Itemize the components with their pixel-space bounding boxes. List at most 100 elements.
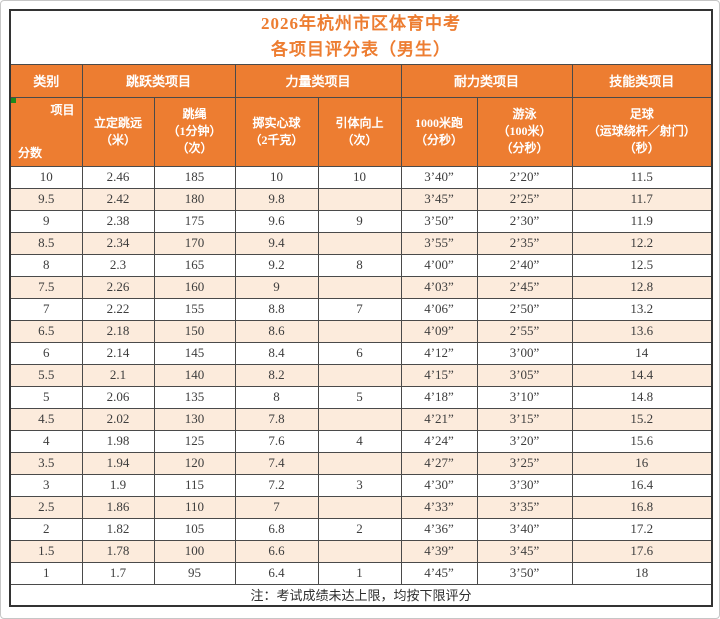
value-cell: 2	[317, 517, 402, 541]
value-cell: 8.8	[234, 297, 319, 321]
value-cell: 3’00”	[476, 341, 573, 365]
value-cell: 9.2	[234, 253, 319, 277]
value-cell: 115	[153, 473, 236, 497]
score-cell: 3	[9, 473, 83, 497]
value-cell: 11.9	[571, 209, 713, 233]
value-cell: 12.2	[571, 231, 713, 255]
header-1000m-run: 1000米跑 （分秒）	[400, 96, 478, 167]
score-cell: 9	[9, 209, 83, 233]
value-cell: 160	[153, 275, 236, 299]
score-cell: 8.5	[9, 231, 83, 255]
value-cell: 6.8	[234, 517, 319, 541]
value-cell: 18	[571, 561, 713, 585]
value-cell: 2.1	[81, 363, 155, 387]
value-cell: 14.8	[571, 385, 713, 409]
value-cell: 6.4	[234, 561, 319, 585]
value-cell: 145	[153, 341, 236, 365]
value-cell: 2’40”	[476, 253, 573, 277]
value-cell: 9	[317, 209, 402, 233]
value-cell: 14.4	[571, 363, 713, 387]
value-cell: 16	[571, 451, 713, 475]
value-cell: 4’06”	[400, 297, 478, 321]
value-cell: 2.3	[81, 253, 155, 277]
value-cell: 1.82	[81, 517, 155, 541]
value-cell: 8	[317, 253, 402, 277]
value-cell: 4’12”	[400, 341, 478, 365]
header-rope-skipping: 跳绳 （1分钟） （次）	[153, 96, 236, 167]
value-cell: 2’25”	[476, 187, 573, 211]
header-standing-jump: 立定跳远 （米）	[81, 96, 155, 167]
value-cell: 17.6	[571, 539, 713, 563]
value-cell: 3’45”	[400, 187, 478, 211]
value-cell	[317, 319, 402, 343]
value-cell: 7	[234, 495, 319, 519]
value-cell: 2’45”	[476, 275, 573, 299]
header-pull-ups: 引体向上 （次）	[317, 96, 402, 167]
value-cell: 1.78	[81, 539, 155, 563]
value-cell: 8.4	[234, 341, 319, 365]
value-cell: 7.2	[234, 473, 319, 497]
score-cell: 1	[9, 561, 83, 585]
value-cell: 6.6	[234, 539, 319, 563]
value-cell: 3’40”	[476, 517, 573, 541]
value-cell: 2.34	[81, 231, 155, 255]
value-cell	[317, 275, 402, 299]
header-category: 类别	[9, 63, 83, 98]
value-cell: 7.4	[234, 451, 319, 475]
value-cell: 9.4	[234, 231, 319, 255]
value-cell: 105	[153, 517, 236, 541]
score-cell: 6.5	[9, 319, 83, 343]
value-cell: 2.06	[81, 385, 155, 409]
score-cell: 7	[9, 297, 83, 321]
footer-row: 注：考试成绩未达上限，均按下限评分	[9, 583, 713, 607]
value-cell: 130	[153, 407, 236, 431]
table-row: 7.5 2.26 160 9 4’03” 2’45” 12.8	[9, 275, 713, 299]
value-cell: 13.2	[571, 297, 713, 321]
value-cell: 3’40”	[400, 165, 478, 189]
value-cell: 8.6	[234, 319, 319, 343]
value-cell: 185	[153, 165, 236, 189]
value-cell: 3’50”	[400, 209, 478, 233]
value-cell: 4’18”	[400, 385, 478, 409]
value-cell	[317, 451, 402, 475]
value-cell: 15.6	[571, 429, 713, 453]
value-cell: 1.9	[81, 473, 155, 497]
table-row: 4.5 2.02 130 7.8 4’21” 3’15” 15.2	[9, 407, 713, 431]
value-cell: 15.2	[571, 407, 713, 431]
value-cell: 150	[153, 319, 236, 343]
value-cell: 2.18	[81, 319, 155, 343]
value-cell: 2.02	[81, 407, 155, 431]
table-row: 6.5 2.18 150 8.6 4’09” 2’55” 13.6	[9, 319, 713, 343]
value-cell: 4’09”	[400, 319, 478, 343]
value-cell: 4’03”	[400, 275, 478, 299]
value-cell	[317, 231, 402, 255]
value-cell: 8	[234, 385, 319, 409]
value-cell: 3’10”	[476, 385, 573, 409]
table-row: 6 2.14 145 8.4 6 4’12” 3’00” 14	[9, 341, 713, 365]
value-cell: 1	[317, 561, 402, 585]
value-cell: 2’50”	[476, 297, 573, 321]
score-cell: 2	[9, 517, 83, 541]
value-cell	[317, 539, 402, 563]
value-cell: 140	[153, 363, 236, 387]
value-cell: 165	[153, 253, 236, 277]
table-row: 5.5 2.1 140 8.2 4’15” 3’05” 14.4	[9, 363, 713, 387]
table-row: 3.5 1.94 120 7.4 4’27” 3’25” 16	[9, 451, 713, 475]
value-cell: 17.2	[571, 517, 713, 541]
value-cell: 4’45”	[400, 561, 478, 585]
title-line-1: 2026年杭州市区体育中考	[261, 14, 461, 33]
value-cell: 7	[317, 297, 402, 321]
value-cell: 9	[234, 275, 319, 299]
value-cell: 10	[234, 165, 319, 189]
value-cell: 4’21”	[400, 407, 478, 431]
value-cell: 3’50”	[476, 561, 573, 585]
value-cell: 2.38	[81, 209, 155, 233]
table-row: 9 2.38 175 9.6 9 3’50” 2’30” 11.9	[9, 209, 713, 233]
value-cell: 4’33”	[400, 495, 478, 519]
title-line-2: 各项目评分表（男生）	[271, 40, 451, 60]
header-category-endurance: 耐力类项目	[400, 63, 573, 98]
score-cell: 6	[9, 341, 83, 365]
value-cell: 2’55”	[476, 319, 573, 343]
table-row: 1.5 1.78 100 6.6 4’39” 3’45” 17.6	[9, 539, 713, 563]
scoring-table: 2026年杭州市区体育中考 各项目评分表（男生） 类别 跳跃类项目 力量类项目 …	[9, 9, 713, 608]
